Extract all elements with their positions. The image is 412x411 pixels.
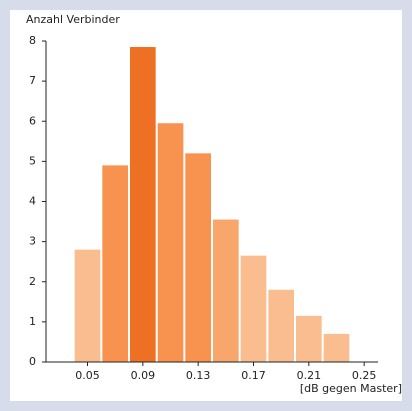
bar (240, 255, 267, 362)
y-tick-label: 5 (29, 154, 36, 167)
y-tick-label: 2 (29, 275, 36, 288)
bar (102, 165, 128, 362)
y-axis-label: Anzahl Verbinder (26, 13, 120, 26)
y-tick-label: 3 (29, 235, 36, 248)
bar (268, 289, 294, 362)
y-tick-label: 1 (29, 315, 36, 328)
x-tick-label: 0.09 (131, 369, 156, 382)
y-tick-label: 8 (29, 34, 36, 47)
y-tick-label: 0 (29, 355, 36, 368)
x-tick-label: 0.17 (241, 369, 266, 382)
bar (185, 153, 211, 362)
x-tick-label: 0.05 (75, 369, 100, 382)
bar (130, 47, 156, 363)
x-tick-label: 0.25 (352, 369, 377, 382)
bar (323, 333, 350, 362)
bar (296, 315, 322, 362)
bar (157, 123, 184, 362)
x-axis-label: [dB gegen Master] (300, 382, 402, 395)
bar (74, 249, 101, 362)
y-tick-label: 7 (29, 74, 36, 87)
bar (213, 219, 239, 362)
x-tick-label: 0.21 (297, 369, 322, 382)
y-tick-label: 6 (29, 114, 36, 127)
y-tick-label: 4 (29, 195, 36, 208)
x-tick-label: 0.13 (186, 369, 211, 382)
